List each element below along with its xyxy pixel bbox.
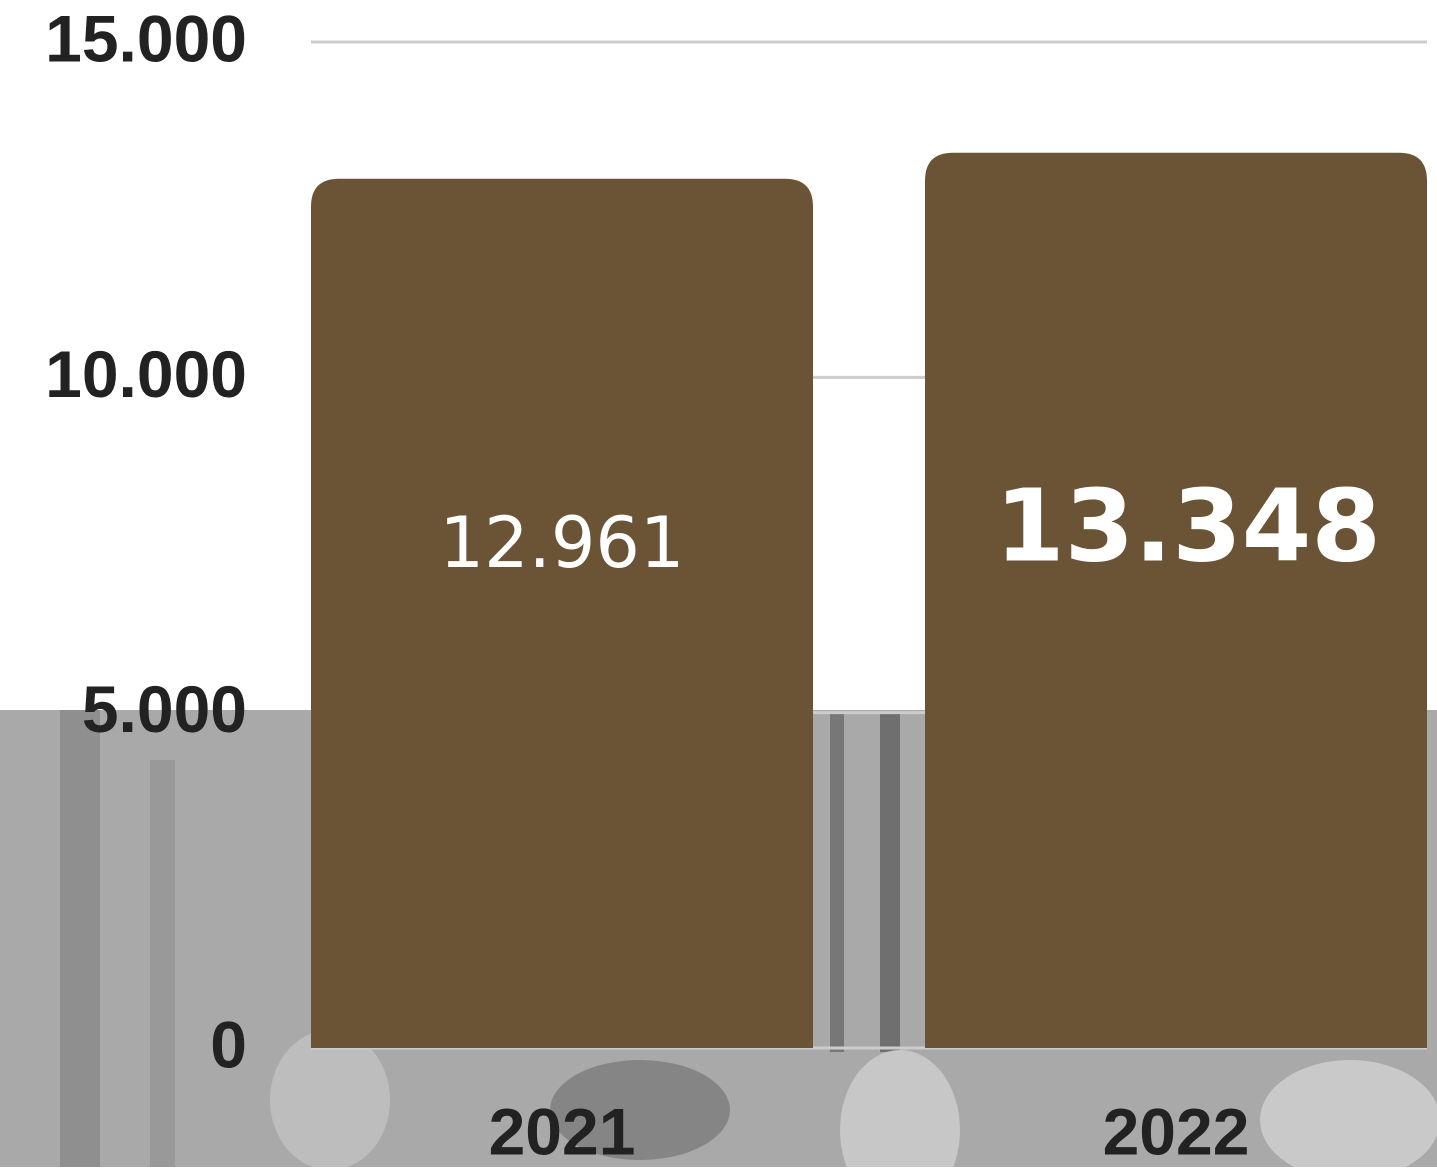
value-label: 13.348 [995,467,1381,584]
bar [311,178,813,1049]
bar [925,152,1427,1048]
x-tick-label: 2022 [1103,1094,1250,1167]
value-label: 12.961 [440,502,685,584]
x-tick-label: 2021 [489,1094,636,1167]
y-tick-label: 0 [210,1007,247,1081]
y-tick-label: 5.000 [82,672,247,746]
y-tick-label: 15.000 [45,1,247,75]
y-tick-label: 10.000 [45,337,247,411]
